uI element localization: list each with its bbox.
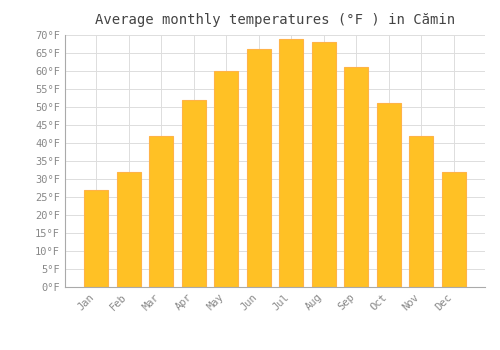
Title: Average monthly temperatures (°F ) in Cămin: Average monthly temperatures (°F ) in Că… — [95, 13, 455, 27]
Bar — [116, 172, 141, 287]
Bar — [344, 68, 368, 287]
Bar — [312, 42, 336, 287]
Bar — [442, 172, 466, 287]
Bar — [246, 49, 271, 287]
Bar — [182, 100, 206, 287]
Bar — [84, 190, 108, 287]
Bar — [214, 71, 238, 287]
Bar — [376, 103, 401, 287]
Bar — [409, 136, 434, 287]
Bar — [149, 136, 174, 287]
Bar — [279, 38, 303, 287]
